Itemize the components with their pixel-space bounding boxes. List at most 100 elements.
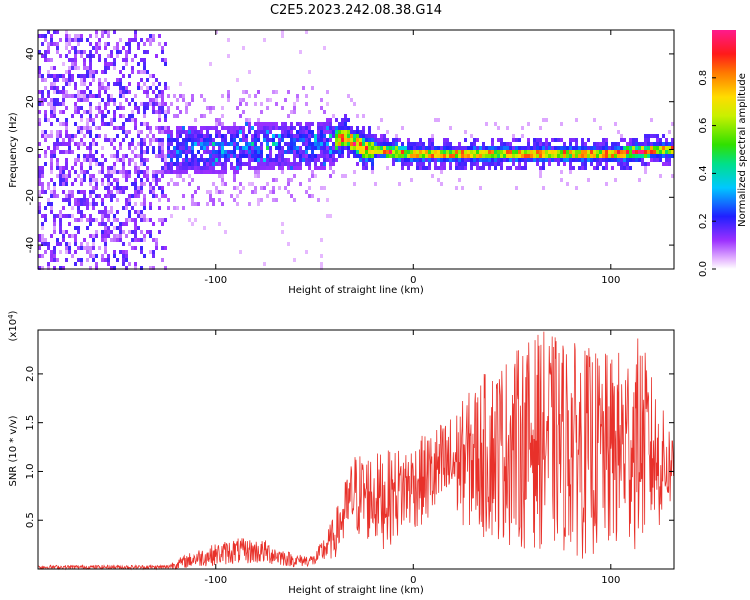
heatmap-cell [137,214,140,218]
heatmap-cell [476,146,479,150]
heatmap-cell [359,134,362,138]
heatmap-cell [152,266,155,270]
heatmap-cell [80,118,83,122]
heatmap-cell [278,146,281,150]
heatmap-cell [194,130,197,134]
heatmap-cell [125,86,128,90]
heatmap-cell [344,130,347,134]
heatmap-cell [323,154,326,158]
heatmap-cell [290,162,293,166]
heatmap-cell [92,154,95,158]
heatmap-cell [128,114,131,118]
heatmap-cell [569,162,572,166]
heatmap-cell [389,142,392,146]
heatmap-cell [92,158,95,162]
heatmap-cell [320,134,323,138]
heatmap-cell [584,162,587,166]
heatmap-cell [611,158,614,162]
heatmap-cell [98,246,101,250]
heatmap-cell [191,198,194,202]
heatmap-cell [104,158,107,162]
heatmap-cell [158,130,161,134]
heatmap-cell [224,126,227,130]
heatmap-cell [47,134,50,138]
heatmap-cell [314,166,317,170]
heatmap-cell [167,150,170,154]
heatmap-cell [485,154,488,158]
heatmap-cell [248,162,251,166]
heatmap-cell [539,138,542,142]
heatmap-cell [155,98,158,102]
heatmap-cell [275,154,278,158]
heatmap-cell [44,138,47,142]
heatmap-cell [143,138,146,142]
heatmap-cell [488,146,491,150]
heatmap-cell [584,146,587,150]
heatmap-cell [281,154,284,158]
heatmap-cell [53,246,56,250]
heatmap-cell [374,142,377,146]
heatmap-cell [83,78,86,82]
heatmap-cell [215,162,218,166]
heatmap-cell [179,142,182,146]
heatmap-cell [113,186,116,190]
heatmap-cell [194,202,197,206]
heatmap-cell [536,154,539,158]
heatmap-cell [209,170,212,174]
heatmap-cell [263,38,266,42]
heatmap-cell [371,154,374,158]
heatmap-cell [101,170,104,174]
heatmap-cell [647,154,650,158]
heatmap-cell [128,46,131,50]
heatmap-cell [248,158,251,162]
heatmap-cell [320,266,323,270]
heatmap-cell [164,154,167,158]
heatmap-cell [176,114,179,118]
heatmap-cell [305,146,308,150]
heatmap-cell [107,254,110,258]
heatmap-cell [515,138,518,142]
heatmap-cell [254,130,257,134]
heatmap-cell [62,74,65,78]
heatmap-cell [464,146,467,150]
heatmap-cell [368,150,371,154]
heatmap-cell [65,126,68,130]
heatmap-cell [299,126,302,130]
heatmap-cell [296,166,299,170]
heatmap-cell [629,142,632,146]
heatmap-cell [149,190,152,194]
heatmap-cell [299,138,302,142]
heatmap-cell [185,110,188,114]
heatmap-cell [122,258,125,262]
heatmap-cell [83,134,86,138]
heatmap-cell [104,174,107,178]
heatmap-cell [101,222,104,226]
heatmap-cell [59,38,62,42]
heatmap-cell [308,138,311,142]
heatmap-cell [167,166,170,170]
heatmap-cell [80,242,83,246]
heatmap-cell [104,86,107,90]
heatmap-cell [560,122,563,126]
heatmap-cell [254,142,257,146]
heatmap-cell [167,110,170,114]
heatmap-cell [377,138,380,142]
heatmap-cell [59,266,62,270]
heatmap-cell [266,126,269,130]
heatmap-cell [281,34,284,38]
heatmap-cell [197,138,200,142]
heatmap-cell [53,146,56,150]
heatmap-cell [653,146,656,150]
heatmap-cell [98,170,101,174]
heatmap-cell [317,198,320,202]
heatmap-cell [239,154,242,158]
heatmap-cell [89,102,92,106]
heatmap-cell [119,38,122,42]
heatmap-cell [671,154,674,158]
heatmap-cell [56,258,59,262]
heatmap-cell [38,174,41,178]
heatmap-cell [395,146,398,150]
heatmap-cell [281,162,284,166]
heatmap-cell [233,174,236,178]
heatmap-cell [314,162,317,166]
